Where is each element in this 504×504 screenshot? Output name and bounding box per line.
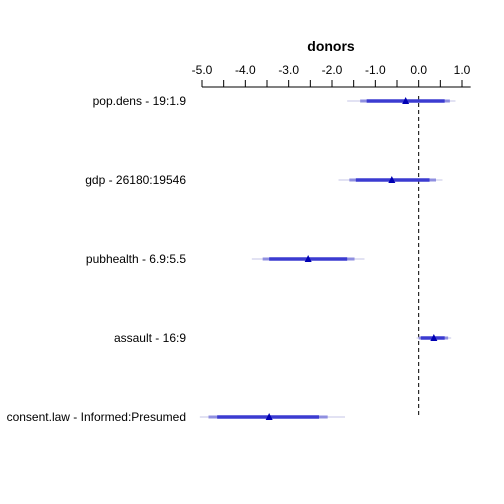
row-label: pubhealth - 6.9:5.5 (86, 252, 186, 266)
x-tick-label: -4.0 (235, 63, 256, 77)
estimate-point (265, 413, 273, 420)
estimate-point (304, 255, 312, 262)
chart-title: donors (307, 38, 355, 54)
estimate-row: pop.dens - 19:1.9 (93, 94, 456, 108)
x-tick-label: -5.0 (192, 63, 213, 77)
x-axis: -5.0 -4.0 -3.0 -2.0 -1.0 0.0 1.0 (192, 63, 471, 88)
row-label: consent.law - Informed:Presumed (7, 410, 186, 424)
row-label: assault - 16:9 (114, 331, 186, 345)
estimate-row: consent.law - Informed:Presumed (7, 410, 345, 424)
x-tick-label: -1.0 (365, 63, 386, 77)
x-tick-label: 0.0 (410, 63, 427, 77)
x-tick-label: 1.0 (454, 63, 471, 77)
estimate-rows: pop.dens - 19:1.9 gdp - 26180:19546 pubhea… (7, 94, 456, 424)
estimate-row: gdp - 26180:19546 (85, 173, 443, 187)
estimate-point (430, 334, 438, 341)
row-label: gdp - 26180:19546 (85, 173, 186, 187)
x-tick-label: -2.0 (322, 63, 343, 77)
estimate-point (388, 176, 396, 183)
estimate-row: assault - 16:9 (114, 331, 452, 345)
estimate-row: pubhealth - 6.9:5.5 (86, 252, 365, 266)
x-tick-label: -3.0 (278, 63, 299, 77)
estimate-point (402, 97, 410, 104)
row-label: pop.dens - 19:1.9 (93, 94, 187, 108)
